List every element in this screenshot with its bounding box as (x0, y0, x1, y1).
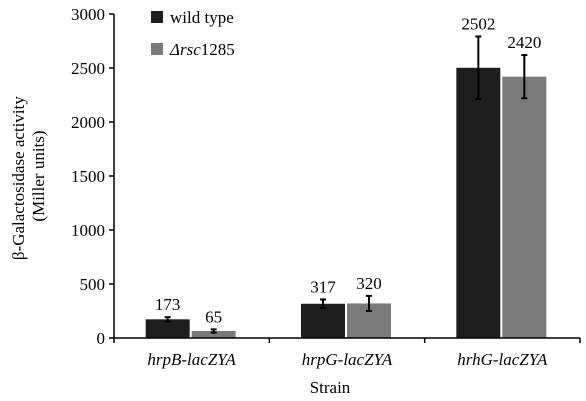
y-tick-label-500: 500 (80, 275, 106, 294)
y-axis-title: β-Galactosidase activity (Miller units) (9, 92, 48, 260)
bar-rsc1285-hrpb-laczya (191, 330, 236, 338)
category-label-hrpb-laczya: hrpB-lacZYA (147, 350, 236, 369)
bars-group (145, 67, 547, 338)
axes-group (109, 13, 581, 343)
data-label-rsc1285-hrpg-laczya: 320 (356, 274, 382, 293)
bar-wild-type-hrpb-laczya (145, 319, 190, 338)
y-tick-label-0: 0 (97, 329, 106, 348)
bar-wild-type-hrhg-laczya (456, 67, 501, 338)
legend-label-wild-type: wild type (170, 8, 234, 27)
y-tick-label-2000: 2000 (71, 113, 105, 132)
bar-wild-type-hrpg-laczya (301, 303, 345, 338)
data-label-wild-type-hrpg-laczya: 317 (310, 277, 336, 296)
y-axis-title-line1: β-Galactosidase activity (9, 96, 28, 260)
legend-swatch-wild-type (151, 11, 163, 23)
data-label-wild-type-hrhg-laczya: 2502 (461, 14, 495, 33)
y-axis-title-line2: (Miller units) (29, 130, 48, 221)
y-tick-labels-group: 0 500 1000 1500 2000 2500 3000 (71, 5, 105, 348)
y-tick-label-2500: 2500 (71, 59, 105, 78)
legend: wild type Δrsc1285 (151, 8, 235, 59)
data-label-rsc1285-hrhg-laczya: 2420 (507, 33, 541, 52)
error-bars-group (164, 35, 528, 334)
legend-label-rsc1285: Δrsc1285 (169, 40, 235, 59)
category-label-hrpg-laczya: hrpG-lacZYA (302, 350, 393, 369)
data-label-rsc1285-hrpb-laczya: 65 (205, 307, 222, 326)
y-tick-label-3000: 3000 (71, 5, 105, 24)
y-tick-label-1000: 1000 (71, 221, 105, 240)
x-axis-title: Strain (310, 378, 351, 397)
legend-swatch-rsc1285 (151, 43, 163, 55)
data-labels-group: 173 65 317 320 2502 2420 (155, 14, 541, 326)
bar-rsc1285-hrhg-laczya (502, 76, 547, 338)
y-tick-label-1500: 1500 (71, 167, 105, 186)
category-labels-group: hrpB-lacZYA hrpG-lacZYA hrhG-lacZYA (147, 350, 548, 369)
data-label-wild-type-hrpb-laczya: 173 (155, 295, 181, 314)
category-label-hrhg-laczya: hrhG-lacZYA (457, 350, 548, 369)
